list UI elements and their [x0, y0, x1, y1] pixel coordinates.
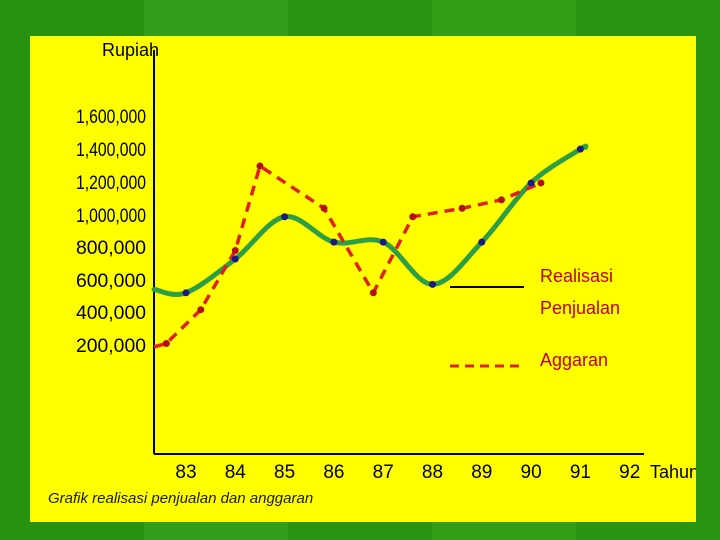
- series-line-realisasi-penjualan: [151, 143, 589, 297]
- legend-label-aggaran: Aggaran: [540, 350, 608, 370]
- chart-caption: Grafik realisasi penjualan dan anggaran: [48, 490, 314, 507]
- point-realisasi-penjualan: [527, 179, 535, 187]
- y-tick-label: 1,400,000: [76, 140, 146, 161]
- x-tick-label: 85: [274, 462, 295, 483]
- chart-panel: Rupiah Tahun 1,600,000 1,400,000 1,200,000 1…: [30, 36, 696, 522]
- x-tick-label: 90: [521, 462, 542, 483]
- x-tick-label: 92: [619, 462, 640, 483]
- point-aggaran: [369, 289, 377, 297]
- point-realisasi-penjualan: [576, 145, 584, 153]
- y-tick-label: 600,000: [76, 271, 146, 292]
- x-axis-label: Tahun: [650, 462, 696, 482]
- point-realisasi-penjualan: [330, 238, 338, 246]
- point-aggaran: [458, 204, 466, 212]
- x-tick-label: 91: [570, 462, 591, 483]
- point-realisasi-penjualan: [478, 238, 486, 246]
- point-realisasi-penjualan: [379, 238, 387, 246]
- point-realisasi-penjualan: [281, 213, 289, 221]
- x-tick-label: 83: [175, 462, 196, 483]
- x-tick-label: 86: [323, 462, 344, 483]
- y-tick-label: 1,000,000: [76, 206, 146, 227]
- x-tick-label: 88: [422, 462, 443, 483]
- y-tick-label: 1,600,000: [76, 107, 146, 128]
- point-aggaran: [498, 196, 506, 204]
- point-realisasi-penjualan: [182, 289, 190, 297]
- y-axis-label: Rupiah: [102, 40, 159, 60]
- chart-svg: Rupiah Tahun 1,600,000 1,400,000 1,200,000 1…: [76, 40, 696, 483]
- point-aggaran: [409, 213, 417, 221]
- series-line-aggaran: [153, 163, 542, 349]
- point-realisasi-penjualan: [231, 255, 239, 263]
- point-aggaran: [231, 247, 239, 255]
- x-tick-label: 87: [373, 462, 394, 483]
- legend-label-penjualan: Penjualan: [540, 298, 620, 318]
- point-realisasi-penjualan: [429, 280, 436, 288]
- point-aggaran: [320, 204, 328, 212]
- y-tick-label: 200,000: [76, 336, 146, 357]
- point-aggaran: [162, 340, 170, 347]
- point-aggaran: [197, 306, 205, 314]
- point-aggaran: [537, 179, 545, 187]
- x-tick-label: 89: [471, 462, 492, 483]
- y-tick-label: 1,200,000: [76, 173, 146, 194]
- x-tick-label: 84: [225, 462, 247, 483]
- y-tick-label: 800,000: [76, 238, 146, 259]
- legend-label-realisasi: Realisasi: [540, 266, 613, 286]
- y-tick-label: 400,000: [76, 303, 146, 324]
- point-aggaran: [256, 162, 264, 170]
